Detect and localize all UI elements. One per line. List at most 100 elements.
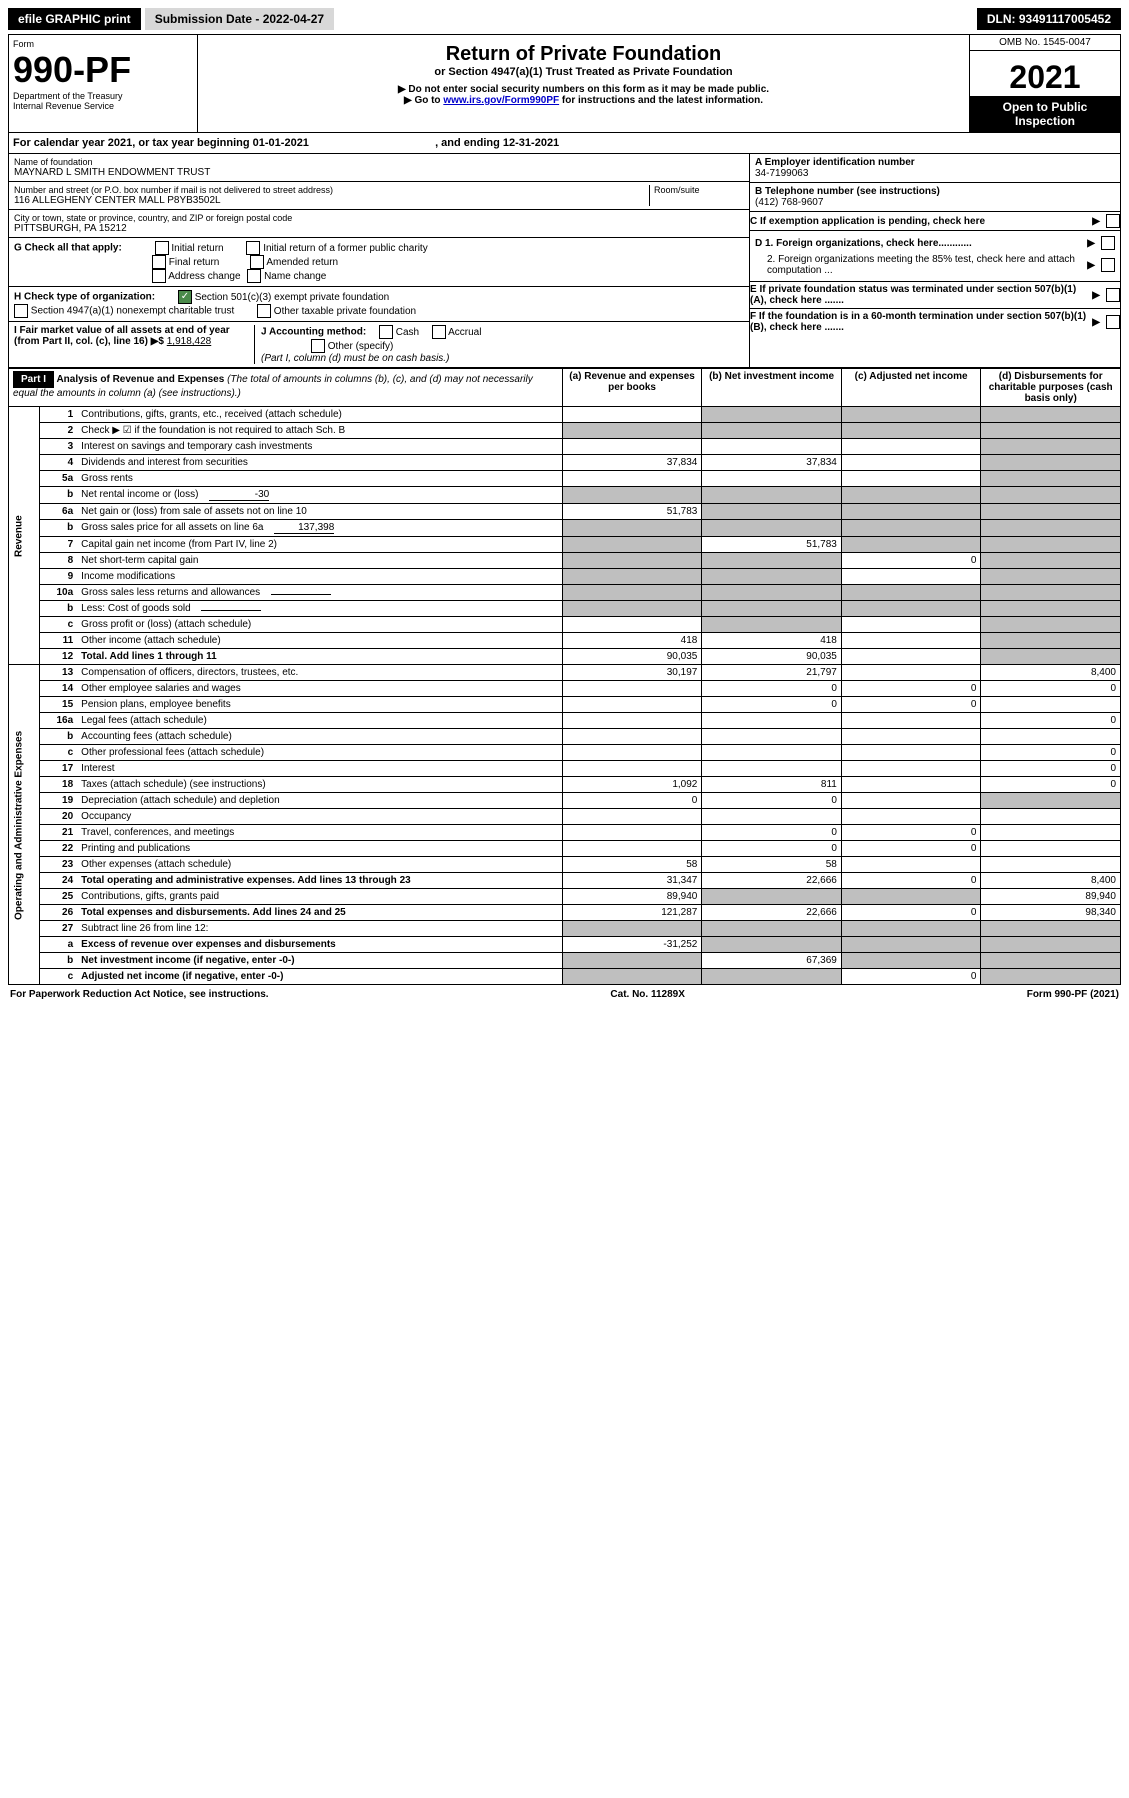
- phone-value: (412) 768-9607: [755, 197, 1115, 208]
- checkbox-initial-return[interactable]: [155, 241, 169, 255]
- row-number: 3: [40, 439, 77, 455]
- row-number: 9: [40, 569, 77, 585]
- col-a-header: (a) Revenue and expenses per books: [562, 369, 702, 407]
- row-description: Capital gain net income (from Part IV, l…: [77, 537, 562, 553]
- table-row: cGross profit or (loss) (attach schedule…: [9, 617, 1121, 633]
- row-description: Total. Add lines 1 through 11: [77, 649, 562, 665]
- row-description: Other professional fees (attach schedule…: [77, 745, 562, 761]
- cell-b: 67,369: [702, 953, 842, 969]
- checkbox-d1[interactable]: [1101, 236, 1115, 250]
- cell-b: 0: [702, 793, 842, 809]
- cell-d: 0: [981, 713, 1121, 729]
- table-row: 9Income modifications: [9, 569, 1121, 585]
- checkbox-other-taxable[interactable]: [257, 304, 271, 318]
- cell-d: 8,400: [981, 665, 1121, 681]
- cell-c: [841, 487, 981, 504]
- cell-c: [841, 953, 981, 969]
- irs-link[interactable]: www.irs.gov/Form990PF: [443, 95, 559, 106]
- table-row: 4Dividends and interest from securities3…: [9, 455, 1121, 471]
- cell-b: 90,035: [702, 649, 842, 665]
- cell-c: [841, 455, 981, 471]
- checkbox-4947[interactable]: [14, 304, 28, 318]
- checkbox-d2[interactable]: [1101, 258, 1115, 272]
- row-description: Gross rents: [77, 471, 562, 487]
- cell-a: 89,940: [562, 889, 702, 905]
- table-row: 18Taxes (attach schedule) (see instructi…: [9, 777, 1121, 793]
- expenses-section-label: Operating and Administrative Expenses: [9, 665, 40, 985]
- cell-d: [981, 455, 1121, 471]
- cell-b: 37,834: [702, 455, 842, 471]
- cell-c: [841, 633, 981, 649]
- row-description: Net rental income or (loss) -30: [77, 487, 562, 504]
- j-label: J Accounting method:: [261, 327, 366, 338]
- cell-c: 0: [841, 873, 981, 889]
- cell-c: 0: [841, 681, 981, 697]
- checkbox-c[interactable]: [1106, 214, 1120, 228]
- irs-label: Internal Revenue Service: [13, 101, 193, 111]
- checkbox-f[interactable]: [1106, 315, 1120, 329]
- part1-label: Part I: [13, 371, 54, 388]
- cell-b: [702, 617, 842, 633]
- checkbox-initial-former[interactable]: [246, 241, 260, 255]
- checkbox-final-return[interactable]: [152, 255, 166, 269]
- checkbox-address-change[interactable]: [152, 269, 166, 283]
- cell-b: 811: [702, 777, 842, 793]
- cell-a: 58: [562, 857, 702, 873]
- cell-b: [702, 713, 842, 729]
- note-2: ▶ Go to www.irs.gov/Form990PF for instru…: [206, 95, 961, 106]
- cell-b: 22,666: [702, 905, 842, 921]
- row-number: 18: [40, 777, 77, 793]
- checkbox-name-change[interactable]: [247, 269, 261, 283]
- cell-d: [981, 825, 1121, 841]
- cell-c: 0: [841, 825, 981, 841]
- checkbox-e[interactable]: [1106, 288, 1120, 302]
- col-d-header: (d) Disbursements for charitable purpose…: [981, 369, 1121, 407]
- checkbox-other-method[interactable]: [311, 339, 325, 353]
- efile-button[interactable]: efile GRAPHIC print: [8, 8, 141, 30]
- cell-d: [981, 520, 1121, 537]
- checkbox-accrual[interactable]: [432, 325, 446, 339]
- row-number: 5a: [40, 471, 77, 487]
- cell-b: 0: [702, 841, 842, 857]
- cell-c: [841, 649, 981, 665]
- cell-d: 0: [981, 761, 1121, 777]
- phone-label: B Telephone number (see instructions): [755, 186, 1115, 197]
- cell-c: [841, 793, 981, 809]
- j-note: (Part I, column (d) must be on cash basi…: [261, 353, 449, 364]
- table-row: 16aLegal fees (attach schedule)0: [9, 713, 1121, 729]
- table-row: 11Other income (attach schedule)418418: [9, 633, 1121, 649]
- checkbox-501c3[interactable]: [178, 290, 192, 304]
- table-row: 15Pension plans, employee benefits00: [9, 697, 1121, 713]
- cell-d: [981, 841, 1121, 857]
- footer-right: Form 990-PF (2021): [1027, 989, 1119, 1000]
- row-description: Other employee salaries and wages: [77, 681, 562, 697]
- cell-c: [841, 937, 981, 953]
- row-description: Compensation of officers, directors, tru…: [77, 665, 562, 681]
- table-row: 6aNet gain or (loss) from sale of assets…: [9, 504, 1121, 520]
- revenue-section-label: Revenue: [9, 407, 40, 665]
- table-row: Operating and Administrative Expenses13C…: [9, 665, 1121, 681]
- checkbox-amended[interactable]: [250, 255, 264, 269]
- fair-market-value: 1,918,428: [167, 336, 212, 347]
- checkbox-cash[interactable]: [379, 325, 393, 339]
- f-label: F If the foundation is in a 60-month ter…: [750, 311, 1086, 333]
- cell-d: [981, 471, 1121, 487]
- cell-a: -31,252: [562, 937, 702, 953]
- cell-c: [841, 713, 981, 729]
- cell-c: [841, 889, 981, 905]
- cell-a: [562, 825, 702, 841]
- cell-a: [562, 407, 702, 423]
- table-row: 25Contributions, gifts, grants paid89,94…: [9, 889, 1121, 905]
- name-label: Name of foundation: [14, 157, 744, 167]
- row-number: b: [40, 487, 77, 504]
- row-number: 17: [40, 761, 77, 777]
- cell-c: [841, 537, 981, 553]
- cell-b: 51,783: [702, 537, 842, 553]
- row-description: Other expenses (attach schedule): [77, 857, 562, 873]
- cell-a: [562, 569, 702, 585]
- row-number: 14: [40, 681, 77, 697]
- cell-d: [981, 953, 1121, 969]
- cell-d: 0: [981, 745, 1121, 761]
- cell-c: [841, 520, 981, 537]
- cell-a: [562, 809, 702, 825]
